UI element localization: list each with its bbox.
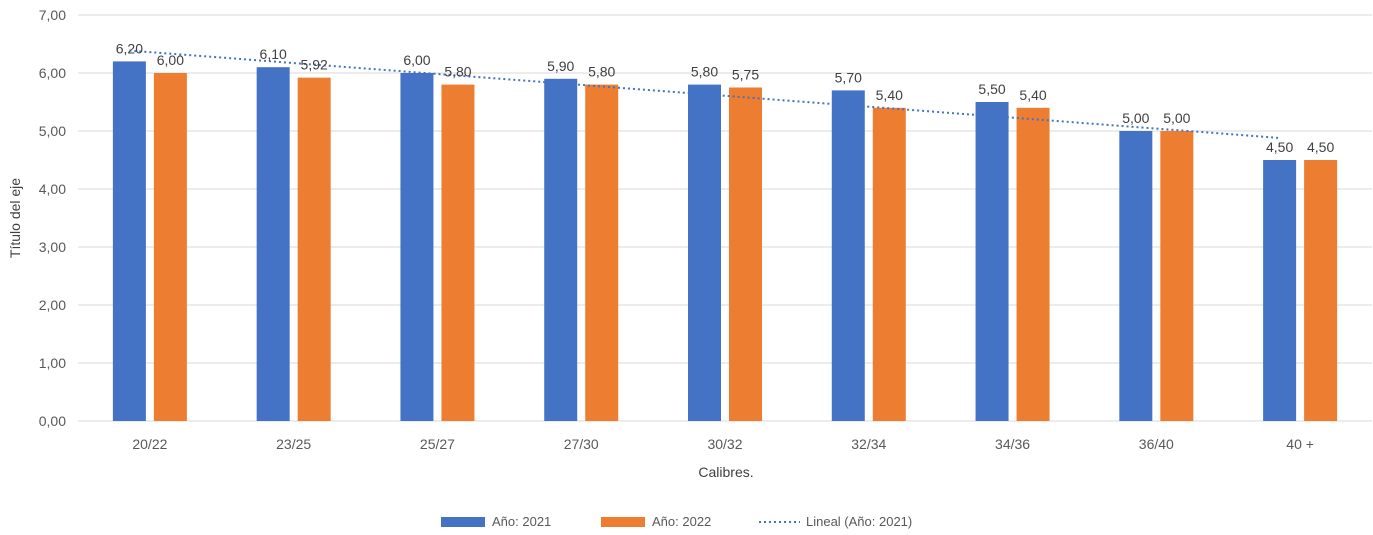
bar (688, 84, 721, 421)
data-label: 5,92 (301, 57, 328, 73)
bar (872, 107, 906, 422)
x-axis-title: Calibres. (698, 464, 753, 480)
data-label: 5,75 (732, 67, 759, 83)
legend-label: Lineal (Año: 2021) (806, 514, 912, 529)
bar (1119, 131, 1153, 421)
x-tick-label: 36/40 (1139, 436, 1174, 452)
x-tick-label: 23/25 (276, 436, 311, 452)
x-tick-label: 32/34 (851, 436, 886, 452)
y-tick-label: 1,00 (39, 355, 66, 371)
y-tick-label: 6,00 (39, 65, 66, 81)
bar (1016, 107, 1050, 422)
bar (1263, 160, 1297, 421)
data-label: 5,90 (547, 58, 574, 74)
trendline-path (129, 49, 1280, 139)
data-label: 5,50 (978, 81, 1005, 97)
data-label: 5,40 (1019, 87, 1046, 103)
bar (153, 73, 187, 421)
legend-label: Año: 2021 (492, 514, 551, 529)
bar (544, 78, 578, 422)
legend-swatch (441, 517, 485, 527)
legend: Año: 2021 Año: 2022 Lineal (Año: 2021) (441, 514, 912, 529)
legend-label: Año: 2022 (652, 514, 711, 529)
y-axis-ticks: 0,00 1,00 2,00 3,00 4,00 5,00 6,00 7,00 (39, 7, 66, 429)
data-label: 5,00 (1163, 110, 1190, 126)
data-label: 5,80 (588, 64, 615, 80)
data-label: 5,80 (691, 64, 718, 80)
gridlines (78, 14, 1372, 422)
data-label: 5,40 (876, 87, 903, 103)
y-tick-label: 3,00 (39, 239, 66, 255)
x-tick-label: 34/36 (995, 436, 1030, 452)
data-label: 6,00 (403, 52, 430, 68)
bar (831, 90, 865, 422)
bar (585, 84, 619, 421)
trendline (129, 49, 1280, 139)
bar (1304, 160, 1338, 421)
bar (297, 77, 331, 421)
x-tick-label: 40 + (1286, 436, 1314, 452)
x-tick-label: 27/30 (564, 436, 599, 452)
data-label: 6,10 (260, 46, 287, 62)
y-tick-label: 5,00 (39, 123, 66, 139)
x-tick-label: 30/32 (707, 436, 742, 452)
bar (256, 67, 290, 421)
y-tick-label: 0,00 (39, 413, 66, 429)
x-tick-label: 25/27 (420, 436, 455, 452)
bar (441, 84, 475, 421)
x-axis-ticks: 20/22 23/25 25/27 27/30 30/32 32/34 34/36 36/40… (132, 436, 1314, 452)
bar (112, 61, 146, 422)
data-label: 4,50 (1307, 139, 1334, 155)
data-label: 5,70 (835, 69, 862, 85)
legend-swatch (601, 517, 645, 527)
y-tick-label: 7,00 (39, 7, 66, 23)
data-labels: 6,20 6,10 6,00 5,90 5,80 5,70 5,50 5,00 4,50 6,00… (116, 40, 1335, 155)
x-tick-label: 20/22 (132, 436, 167, 452)
bar (975, 102, 1009, 421)
y-tick-label: 2,00 (39, 297, 66, 313)
data-label: 4,50 (1266, 139, 1293, 155)
data-label: 5,00 (1122, 110, 1149, 126)
y-axis-title: Título del eje (7, 178, 23, 258)
bar (1160, 131, 1194, 421)
y-tick-label: 4,00 (39, 181, 66, 197)
bars (112, 61, 1338, 422)
bar (400, 73, 434, 421)
data-label: 5,80 (444, 64, 471, 80)
bar (729, 87, 762, 421)
data-label: 6,20 (116, 40, 143, 56)
data-label: 6,00 (157, 52, 184, 68)
